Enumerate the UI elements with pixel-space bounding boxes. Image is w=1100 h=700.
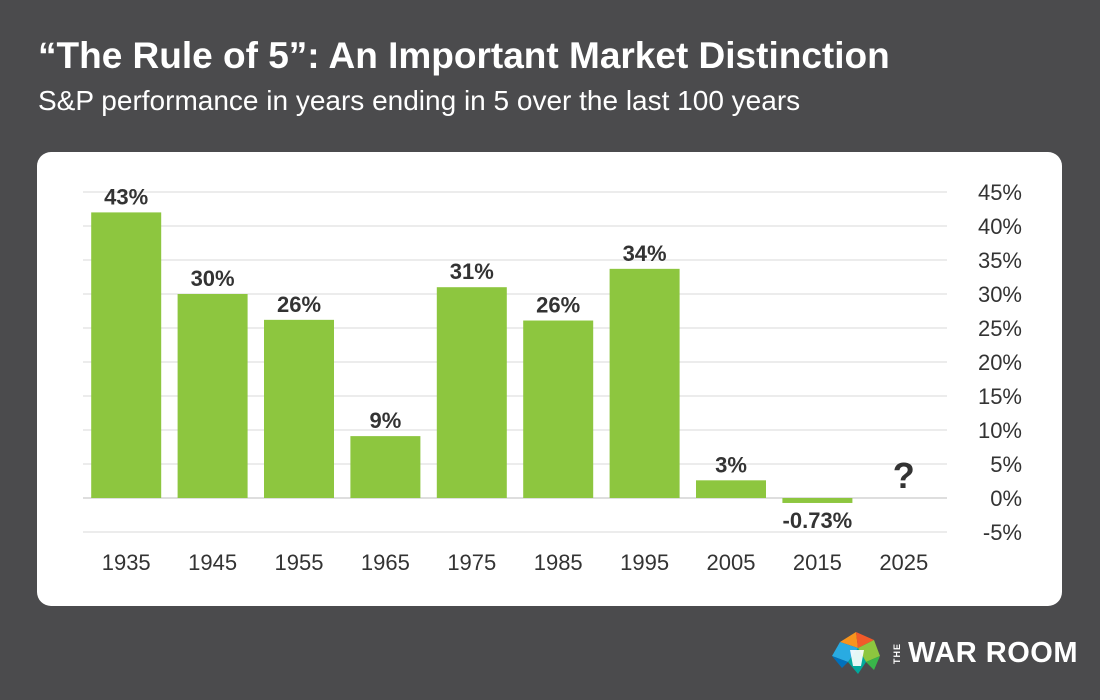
x-tick-label: 1935	[102, 550, 151, 575]
bar	[177, 294, 248, 498]
y-tick-label: -5%	[983, 520, 1022, 545]
y-tick-label: 30%	[978, 282, 1022, 307]
x-tick-label: 2025	[879, 550, 928, 575]
data-label: 43%	[104, 184, 148, 209]
y-tick-label: 25%	[978, 316, 1022, 341]
logo-name-text: WAR ROOM	[908, 636, 1078, 669]
bar	[91, 212, 162, 498]
y-tick-label: 15%	[978, 384, 1022, 409]
bar	[523, 320, 594, 498]
y-tick-label: 45%	[978, 180, 1022, 205]
bar	[696, 480, 766, 498]
y-tick-label: 40%	[978, 214, 1022, 239]
bar	[350, 436, 421, 498]
bar	[436, 287, 507, 498]
y-tick-label: 10%	[978, 418, 1022, 443]
x-tick-label: 1985	[534, 550, 583, 575]
data-label: 9%	[370, 408, 402, 433]
data-label: 26%	[277, 292, 321, 317]
bar-chart: 45% 40% 35% 30% 25% 20% 15% 10% 5% 0% -5% 43% 1935 30…	[83, 180, 1022, 575]
chart-card: 45% 40% 35% 30% 25% 20% 15% 10% 5% 0% -5% 43% 1935 30…	[37, 152, 1062, 606]
x-tick-label: 1945	[188, 550, 237, 575]
war-room-logo-icon	[832, 632, 881, 674]
data-label: 31%	[450, 259, 494, 284]
data-label: ?	[893, 455, 915, 496]
data-label: -0.73%	[783, 508, 853, 533]
x-tick-label: 2015	[793, 550, 842, 575]
data-label: 30%	[191, 266, 235, 291]
bar	[609, 268, 680, 498]
x-tick-label: 2005	[707, 550, 756, 575]
y-tick-label: 0%	[990, 486, 1022, 511]
x-tick-label: 1965	[361, 550, 410, 575]
x-tick-label: 1955	[275, 550, 324, 575]
data-label: 3%	[715, 452, 747, 477]
x-tick-label: 1975	[447, 550, 496, 575]
y-tick-label: 5%	[990, 452, 1022, 477]
chart-subtitle: S&P performance in years ending in 5 ove…	[38, 85, 801, 116]
logo-the-text: THE	[892, 642, 903, 664]
y-tick-label: 35%	[978, 248, 1022, 273]
chart-title: “The Rule of 5”: An Important Market Dis…	[38, 35, 890, 76]
x-tick-label: 1995	[620, 550, 669, 575]
war-room-logo: THE WAR ROOM	[830, 628, 1078, 678]
bar	[782, 498, 853, 503]
data-label: 26%	[536, 293, 580, 318]
y-tick-label: 20%	[978, 350, 1022, 375]
bar	[264, 319, 334, 498]
data-label: 34%	[623, 241, 667, 266]
